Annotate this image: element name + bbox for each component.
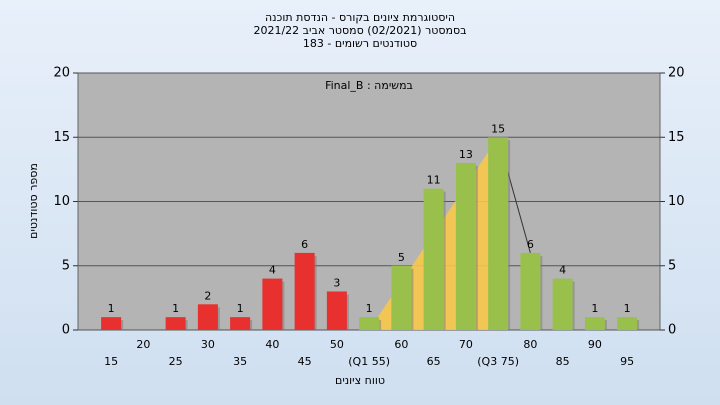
bar bbox=[520, 252, 541, 330]
bar bbox=[359, 317, 380, 330]
bar bbox=[294, 252, 315, 330]
y-tick-label: 15 bbox=[53, 130, 70, 145]
x-tick-label: 50 bbox=[330, 338, 344, 351]
x-tick-label: 70 bbox=[459, 338, 473, 351]
x-tick-label: 35 bbox=[233, 355, 247, 368]
x-tick-label: 95 bbox=[620, 355, 634, 368]
x-axis-label: טווח ציונים bbox=[335, 374, 385, 387]
data-label: 6 bbox=[301, 238, 308, 251]
bar bbox=[584, 317, 605, 330]
bar bbox=[165, 317, 186, 330]
data-label: 13 bbox=[459, 148, 473, 161]
data-label: 2 bbox=[204, 289, 211, 302]
x-tick-label: 85 bbox=[556, 355, 570, 368]
annotation: במשימה : Final_B bbox=[325, 79, 413, 92]
data-label: 1 bbox=[366, 302, 373, 315]
data-label: 4 bbox=[269, 264, 276, 277]
bar bbox=[230, 317, 251, 330]
chart-subtitle: בסמסטר (02/2021) סמסטר אביב 2021/22 bbox=[253, 24, 466, 37]
data-label: 1 bbox=[624, 302, 631, 315]
chart-subtitle: סטודנטים רשומים - 183 bbox=[303, 37, 417, 50]
y2-tick-label: 5 bbox=[668, 258, 676, 273]
x-tick-label: (Q1 55) bbox=[348, 355, 390, 368]
chart-title: היסטוגרמת ציונים בקורס - הנדסת תוכנה bbox=[265, 11, 455, 24]
bar bbox=[617, 317, 638, 330]
bar bbox=[423, 188, 444, 330]
bar bbox=[391, 265, 412, 330]
x-tick-label: 80 bbox=[523, 338, 537, 351]
data-label: 6 bbox=[527, 238, 534, 251]
x-tick-label: 20 bbox=[136, 338, 150, 351]
y2-tick-label: 15 bbox=[668, 130, 685, 145]
data-label: 3 bbox=[333, 276, 340, 289]
bar bbox=[197, 304, 218, 330]
data-label: 4 bbox=[559, 264, 566, 277]
x-tick-label: 15 bbox=[104, 355, 118, 368]
x-tick-label: 90 bbox=[588, 338, 602, 351]
y2-tick-label: 10 bbox=[668, 194, 685, 209]
data-label: 5 bbox=[398, 251, 405, 264]
data-label: 1 bbox=[591, 302, 598, 315]
y2-tick-label: 20 bbox=[668, 66, 685, 81]
x-tick-label: 30 bbox=[201, 338, 215, 351]
y-tick-label: 0 bbox=[62, 323, 70, 338]
bar bbox=[101, 317, 122, 330]
x-tick-label: 60 bbox=[394, 338, 408, 351]
data-label: 1 bbox=[108, 302, 115, 315]
data-label: 11 bbox=[427, 174, 441, 187]
bar bbox=[552, 278, 573, 330]
x-tick-label: (Q3 75) bbox=[477, 355, 519, 368]
bar bbox=[262, 278, 283, 330]
x-tick-label: 25 bbox=[169, 355, 183, 368]
bar bbox=[488, 137, 509, 330]
data-label: 1 bbox=[172, 302, 179, 315]
x-tick-label: 65 bbox=[427, 355, 441, 368]
data-label: 15 bbox=[491, 122, 505, 135]
y-tick-label: 5 bbox=[62, 258, 70, 273]
data-label: 1 bbox=[237, 302, 244, 315]
x-tick-label: 45 bbox=[298, 355, 312, 368]
y-axis-label: מספר סטודנטים bbox=[27, 163, 40, 239]
y-tick-label: 20 bbox=[53, 66, 70, 81]
x-tick-label: 40 bbox=[265, 338, 279, 351]
bar bbox=[326, 291, 347, 330]
bar bbox=[455, 162, 476, 330]
y-tick-label: 10 bbox=[53, 194, 70, 209]
y2-tick-label: 0 bbox=[668, 323, 676, 338]
